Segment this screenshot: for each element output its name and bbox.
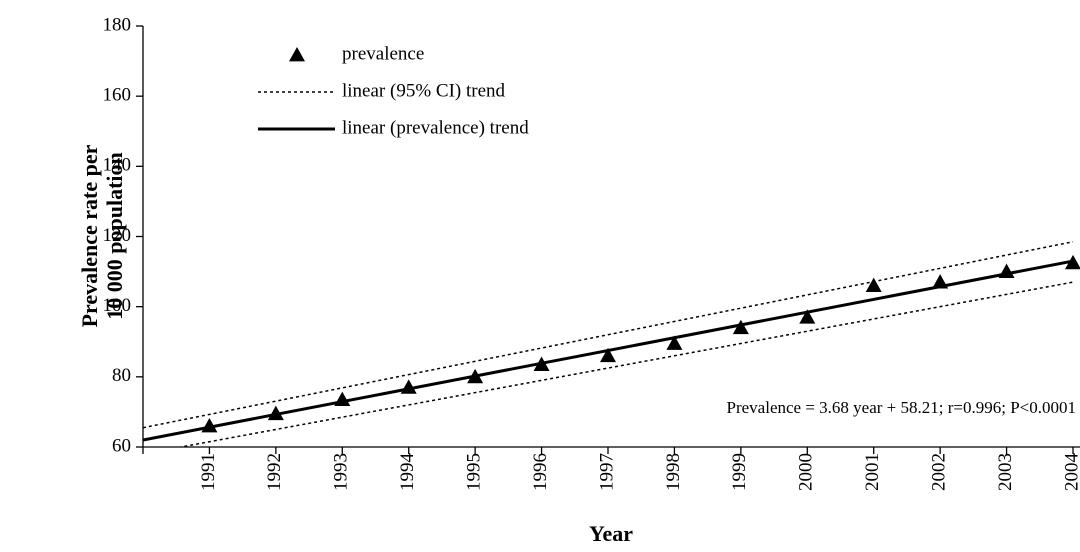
x-tick-label: 1993 (331, 453, 352, 491)
trend-line (143, 241, 1074, 429)
x-tick-label: 2001 (862, 453, 883, 491)
y-tick-label: 120 (103, 225, 132, 246)
legend-label: linear (prevalence) trend (342, 117, 529, 138)
x-tick-label: 2000 (796, 453, 817, 491)
y-tick-label: 60 (112, 435, 131, 456)
data-point (799, 309, 816, 324)
x-tick-label: 1995 (464, 453, 485, 491)
y-axis-label: 10 000 population (102, 152, 127, 320)
data-point (666, 335, 683, 350)
trend-line (176, 281, 1074, 447)
data-point (865, 277, 882, 293)
x-tick-label: 1994 (397, 453, 418, 492)
x-tick-label: 2004 (1061, 453, 1080, 492)
data-point (732, 319, 749, 335)
legend-label: prevalence (342, 43, 424, 64)
y-tick-label: 180 (103, 14, 132, 35)
trend-line (143, 259, 1074, 442)
annotation: Prevalence = 3.68 year + 58.21; r=0.996;… (727, 398, 1076, 417)
data-point (600, 347, 616, 363)
x-tick-label: 2002 (929, 453, 950, 491)
y-tick-label: 140 (103, 155, 132, 176)
x-tick-label: 1992 (264, 453, 285, 491)
x-tick-label: 1997 (596, 453, 617, 491)
x-tick-label: 1991 (198, 453, 219, 491)
x-tick-label: 1999 (729, 453, 750, 491)
legend-marker (289, 47, 305, 62)
y-tick-label: 160 (103, 85, 132, 106)
x-tick-label: 2003 (995, 453, 1016, 491)
x-tick-label: 1996 (530, 453, 551, 491)
plot-area (143, 241, 1080, 447)
x-axis-label: Year (589, 521, 633, 546)
y-axis-label: Prevalence rate per (77, 144, 102, 327)
x-tick-label: 1998 (663, 453, 684, 491)
y-tick-label: 80 (112, 365, 131, 386)
y-tick-label: 100 (103, 295, 132, 316)
legend-label: linear (95% CI) trend (342, 80, 506, 101)
